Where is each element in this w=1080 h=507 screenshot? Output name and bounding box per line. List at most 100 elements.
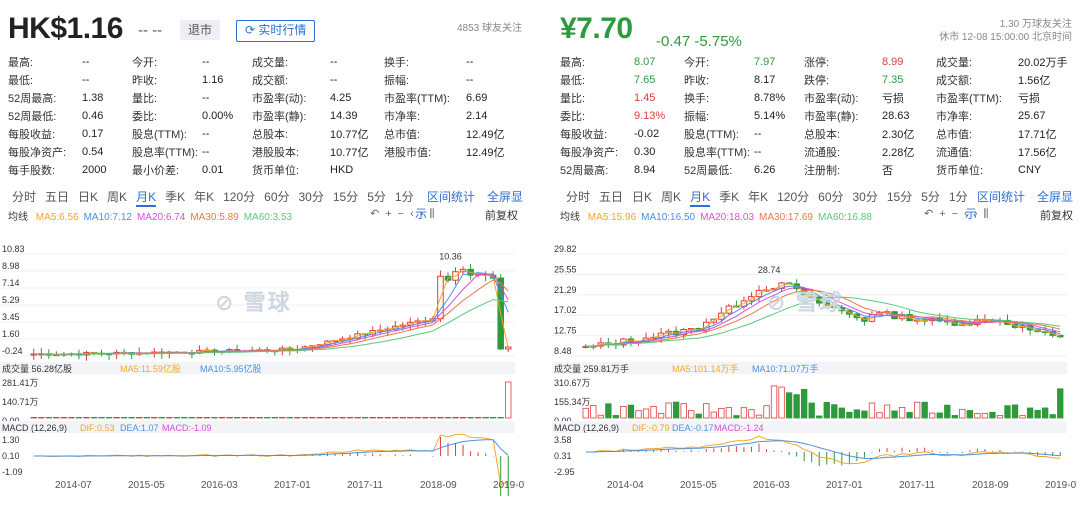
- follower-count: 4853 球友关注: [456, 23, 522, 34]
- volume-bar: [710, 411, 717, 419]
- tab-8[interactable]: 60分: [264, 190, 290, 204]
- dea-line: [33, 439, 509, 457]
- tab-8[interactable]: 60分: [818, 190, 844, 204]
- chart-actions: 区间统计 全屏显示: [965, 188, 1080, 222]
- quote-row: 每手股数: 2000 最小价差: 0.01 货币单位: HKD: [8, 161, 526, 179]
- volume-bar: [944, 404, 951, 419]
- quote-value: 亏损: [882, 93, 904, 105]
- volume-bar: [642, 408, 650, 419]
- volume-header-bar: [0, 362, 515, 374]
- x-tick-label: 2015-05: [680, 480, 717, 491]
- realtime-quote-button[interactable]: ⟳ 实时行情: [236, 20, 316, 42]
- tab-2[interactable]: 日K: [78, 190, 99, 204]
- chart-toolbar[interactable]: ↶+−‹›⫼: [924, 208, 995, 220]
- adjust-mode[interactable]: 前复权: [1040, 210, 1073, 222]
- volume-bar: [981, 413, 989, 419]
- tab-10[interactable]: 15分: [332, 190, 359, 204]
- quote-value: --: [466, 56, 474, 68]
- delisted-badge: 退市: [180, 20, 221, 40]
- quote-key: 换手:: [384, 57, 410, 69]
- quote-value: 1.16: [202, 74, 224, 86]
- macd-dea: DEA:1.07: [120, 423, 159, 433]
- quote-key: 每股收益:: [8, 129, 56, 141]
- quote-row: 52周最低: 0.46 委比: 0.00% 市盈率(静): 14.39 市净率: 2.14: [8, 107, 526, 125]
- quote-key: 52周最高:: [560, 165, 609, 177]
- quote-key: 今开:: [132, 57, 158, 69]
- quote-value: 0.54: [82, 146, 104, 158]
- macd-tick-label: -2.95: [554, 467, 575, 477]
- tab-6[interactable]: 年K: [194, 190, 215, 204]
- tab-2[interactable]: 日K: [632, 190, 653, 204]
- tab-3[interactable]: 周K: [661, 190, 682, 204]
- quote-row: 每股净资产: 0.54 股息率(TTM): -- 港股股本: 10.77亿 港股市值: 12.…: [8, 143, 526, 161]
- range-stats-button[interactable]: 区间统计: [427, 190, 476, 204]
- tab-12[interactable]: 1分: [394, 190, 414, 204]
- x-tick-label: 2017-01: [274, 480, 311, 491]
- tab-6[interactable]: 年K: [748, 190, 769, 204]
- quote-key: 流通值:: [936, 147, 973, 159]
- x-tick-label: 2017-11: [347, 480, 383, 491]
- quote-value: 8.99: [882, 56, 904, 68]
- volume-bar: [612, 415, 620, 419]
- range-stats-button[interactable]: 区间统计: [977, 190, 1026, 204]
- tab-3[interactable]: 周K: [107, 190, 128, 204]
- tab-0[interactable]: 分时: [566, 190, 591, 204]
- quote-row: 每股收益: -0.02 股息(TTM): -- 总股本: 2.30亿 总市值: 17.71亿: [560, 125, 1078, 143]
- quote-value: --: [202, 92, 210, 104]
- quote-value: HKD: [330, 164, 354, 176]
- tab-11[interactable]: 5分: [367, 190, 386, 204]
- quote-key: 昨收:: [684, 75, 710, 87]
- volume-bar: [158, 416, 165, 419]
- chart-toolbar[interactable]: ↶+−‹›⫼: [370, 208, 441, 220]
- volume-bar: [1019, 415, 1026, 419]
- volume-bar: [271, 416, 278, 419]
- snowball-icon: ⊘: [215, 290, 236, 315]
- volume-bar: [801, 388, 808, 419]
- tab-0[interactable]: 分时: [12, 190, 37, 204]
- tab-4[interactable]: 月K: [690, 188, 711, 207]
- fullscreen-button[interactable]: 全屏显示: [965, 190, 1074, 221]
- tab-12[interactable]: 1分: [948, 190, 968, 204]
- tab-7[interactable]: 120分: [777, 190, 810, 204]
- adjust-mode[interactable]: 前复权: [485, 210, 518, 222]
- quote-value: 6.69: [466, 92, 488, 104]
- volume-tick-label: 310.67万: [554, 378, 591, 388]
- quote-key: 量比:: [132, 93, 158, 105]
- volume-bar: [718, 408, 725, 419]
- tab-1[interactable]: 五日: [599, 190, 624, 204]
- volume-bar: [60, 416, 68, 419]
- quote-value: 14.39: [330, 110, 358, 122]
- tab-11[interactable]: 5分: [921, 190, 940, 204]
- quote-value: --: [466, 74, 474, 86]
- quote-header: HK$1.16 -- -- 退市 ⟳ 实时行情 4853 球友关注: [8, 8, 522, 45]
- macd-tick-label: -1.09: [2, 467, 23, 477]
- macd-tick-label: 0.10: [2, 451, 20, 461]
- tab-10[interactable]: 15分: [886, 190, 913, 204]
- volume-bar: [951, 415, 958, 419]
- quote-value: 5.14%: [754, 110, 786, 122]
- quote-value: 7.65: [634, 74, 656, 86]
- tab-9[interactable]: 30分: [852, 190, 878, 204]
- tab-7[interactable]: 120分: [223, 190, 256, 204]
- candlestick-chart[interactable]: 29.82 25.55 21.29 17.02 12.75 8.48 28.74 成交量 25…: [552, 206, 1077, 496]
- tab-5[interactable]: 季K: [165, 190, 186, 204]
- y-tick-label: 21.29: [554, 285, 577, 295]
- tab-9[interactable]: 30分: [298, 190, 324, 204]
- candlestick-chart[interactable]: 10.83 8.98 7.14 5.29 3.45 1.60 -0.24 10.36 成交量 5…: [0, 206, 525, 496]
- volume-bar: [898, 407, 906, 419]
- volume-bar: [770, 385, 778, 419]
- tab-5[interactable]: 季K: [719, 190, 740, 204]
- ma-line: [33, 299, 509, 355]
- volume-bar: [128, 416, 135, 419]
- candle: [582, 345, 590, 348]
- quote-key: 港股市值:: [384, 147, 432, 159]
- tab-4[interactable]: 月K: [136, 188, 157, 207]
- quote-key: 总市值:: [384, 129, 421, 141]
- dif-line: [585, 435, 1061, 465]
- tab-1[interactable]: 五日: [45, 190, 70, 204]
- ma-value: MA10:16.50: [641, 212, 696, 223]
- fullscreen-button[interactable]: 全屏显示: [415, 190, 524, 221]
- quote-row: 52周最高: 1.38 量比: -- 市盈率(动): 4.25 市盈率(TTM): 6.69: [8, 89, 526, 107]
- quote-key: 最高:: [8, 57, 34, 69]
- volume-bar: [105, 416, 113, 419]
